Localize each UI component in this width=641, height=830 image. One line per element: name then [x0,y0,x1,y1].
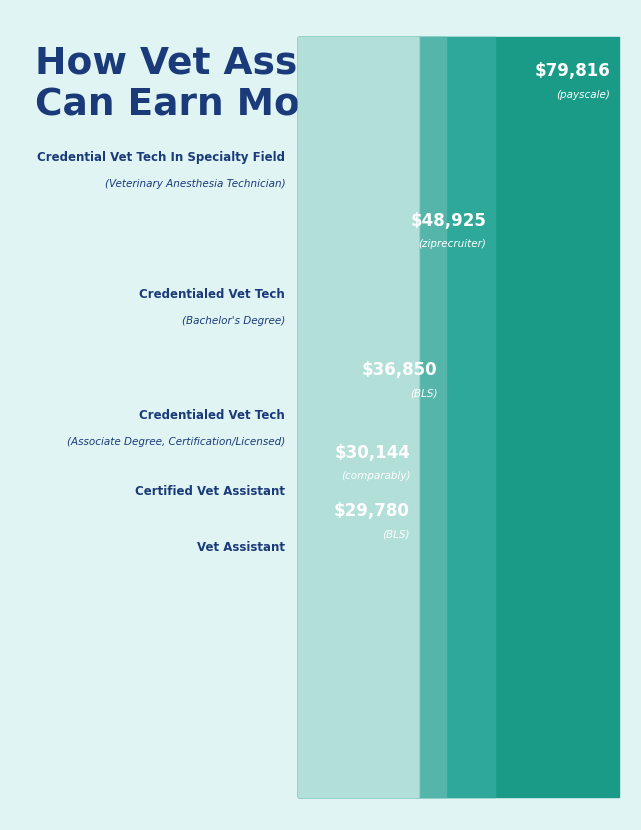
Text: (Veterinary Anesthesia Technician): (Veterinary Anesthesia Technician) [104,179,285,189]
Text: Credential Vet Tech In Specialty Field: Credential Vet Tech In Specialty Field [37,151,285,164]
Text: $36,850: $36,850 [362,361,438,379]
Text: Certified Vet Assistant: Certified Vet Assistant [135,485,285,498]
Text: Credentialed Vet Tech: Credentialed Vet Tech [140,288,285,301]
Text: Credentialed Vet Tech: Credentialed Vet Tech [140,408,285,422]
Text: Vet Assistant: Vet Assistant [197,541,285,554]
Bar [298,37,446,797]
Text: $48,925: $48,925 [410,212,486,230]
Text: $79,816: $79,816 [535,62,610,81]
Text: $29,780: $29,780 [333,502,410,520]
Text: (payscale): (payscale) [556,90,610,100]
Text: How Vet Assistants: How Vet Assistants [35,46,443,81]
Text: (BLS): (BLS) [382,530,410,540]
Bar [298,37,494,797]
Text: Can Earn More: Can Earn More [35,87,344,123]
Text: (Bachelor's Degree): (Bachelor's Degree) [182,316,285,326]
Bar [298,37,619,797]
Text: (BLS): (BLS) [410,388,438,398]
Text: (ziprecruiter): (ziprecruiter) [419,239,486,249]
Bar [298,37,418,797]
Text: $30,144: $30,144 [335,444,411,462]
Text: (comparably): (comparably) [341,471,411,481]
Text: (Associate Degree, Certification/Licensed): (Associate Degree, Certification/License… [67,437,285,447]
Bar [298,37,419,797]
